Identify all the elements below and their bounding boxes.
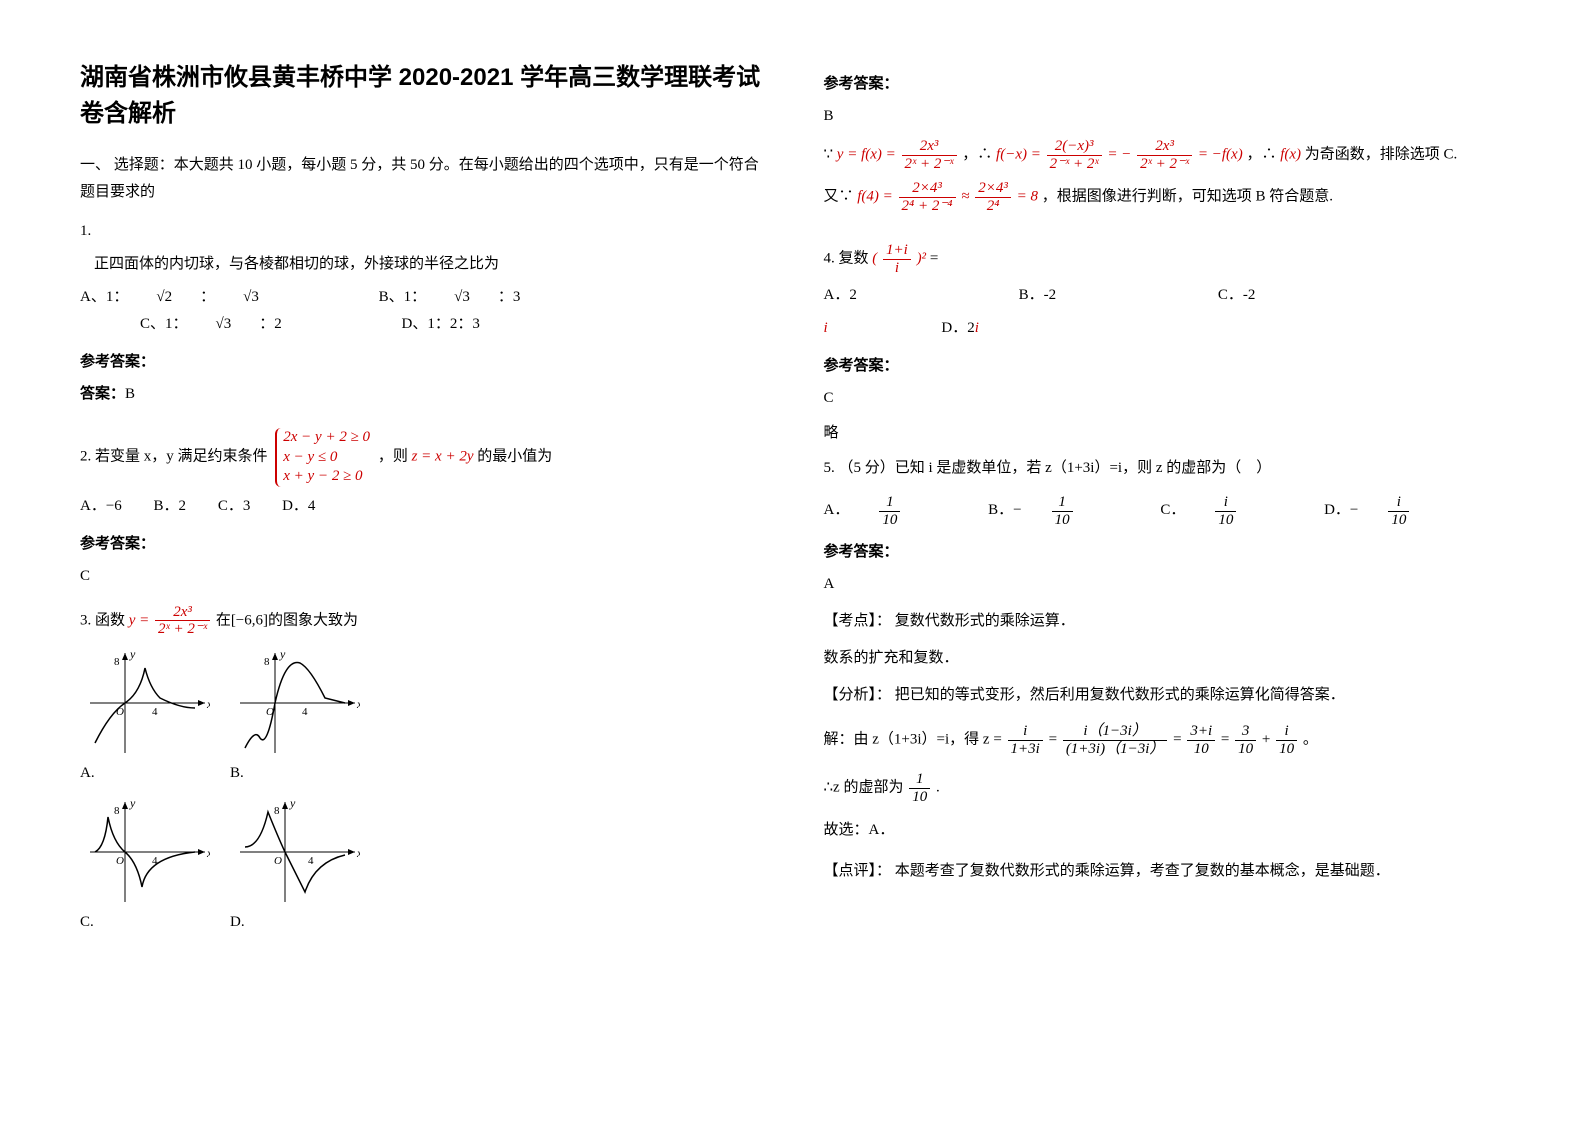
q3-graphs-row2: x y 8 O 4 C. x y 8 O 4 D.	[80, 797, 764, 936]
svg-text:4: 4	[152, 706, 158, 718]
q5-optC: C．i10	[1160, 494, 1292, 528]
page-title: 湖南省株洲市攸县黄丰桥中学 2020-2021 学年高三数学理联考试卷含解析	[80, 60, 764, 132]
q3-graphs-row1: x y 8 O 4 A. x y 8 O 4 B.	[80, 648, 764, 787]
q5-solve: 解：由 z（1+3i）=i，得 z = i1+3i = i（1−3i）(1+3i…	[824, 723, 1508, 757]
q4-answer: C	[824, 385, 1508, 412]
svg-text:y: y	[129, 797, 136, 810]
q3-graph-C: x y 8 O 4 C.	[80, 797, 210, 936]
graph-C-svg: x y 8 O 4	[80, 797, 210, 907]
q3-label-B: B.	[230, 760, 244, 787]
q5-choose: 故选：A．	[824, 817, 1508, 844]
q2-optC: C．3	[218, 493, 251, 520]
q5-options: A．110 B．−110 C．i10 D．−i10	[824, 494, 1508, 528]
graph-A-svg: x y 8 O 4	[80, 648, 210, 758]
q3-explain-line1: ∵ y = f(x) = 2x³2ˣ + 2⁻ˣ ，∴ f(−x) = 2(−x…	[824, 138, 1508, 172]
q5-fenxi: 【分析】： 把已知的等式变形，然后利用复数代数形式的乘除运算化简得答案．	[824, 682, 1508, 709]
svg-text:x: x	[356, 697, 360, 711]
section-description: 一、 选择题：本大题共 10 小题，每小题 5 分，共 50 分。在每小题给出的…	[80, 152, 764, 206]
right-column: 参考答案： B ∵ y = f(x) = 2x³2ˣ + 2⁻ˣ ，∴ f(−x…	[824, 60, 1508, 1062]
svg-text:4: 4	[302, 706, 308, 718]
graph-B-svg: x y 8 O 4	[230, 648, 360, 758]
q3-graph-D: x y 8 O 4 D.	[230, 797, 360, 936]
q2-answer: C	[80, 563, 764, 590]
q3-line: 3. 函数 y = 2x³ 2ˣ + 2⁻ˣ 在[−6,6]的图象大致为	[80, 604, 764, 638]
svg-text:y: y	[289, 797, 296, 810]
q5-text: 5. （5 分）已知 i 是虚数单位，若 z（1+3i）=i，则 z 的虚部为（…	[824, 455, 1508, 482]
q3-graph-A: x y 8 O 4 A.	[80, 648, 210, 787]
q2-line: 2. 若变量 x，y 满足约束条件 2x − y + 2 ≥ 0 x − y ≤…	[80, 428, 764, 487]
svg-text:x: x	[206, 846, 210, 860]
q3-label-D: D.	[230, 909, 245, 936]
svg-text:O: O	[116, 855, 124, 867]
q5-dianping: 【点评】： 本题考查了复数代数形式的乘除运算，考查了复数的基本概念，是基础题．	[824, 858, 1508, 885]
q3-label-C: C.	[80, 909, 94, 936]
q3-ans-label: 参考答案：	[824, 70, 1508, 97]
q3-graph-B: x y 8 O 4 B.	[230, 648, 360, 787]
q2-options: A．−6 B．2 C．3 D．4	[80, 493, 764, 520]
svg-text:x: x	[356, 846, 360, 860]
q3-prefix: 3. 函数	[80, 612, 125, 628]
q2-optA: A．−6	[80, 493, 122, 520]
svg-text:8: 8	[264, 656, 270, 668]
q4-optD: D．2i	[941, 320, 979, 336]
q4-optA: A．2	[824, 282, 857, 309]
q3-label-A: A.	[80, 760, 95, 787]
q5-kaodian: 【考点】： 复数代数形式的乘除运算．	[824, 608, 1508, 635]
q5-answer: A	[824, 571, 1508, 598]
svg-text:y: y	[129, 648, 136, 661]
svg-text:O: O	[274, 855, 282, 867]
q4-ans-label: 参考答案：	[824, 352, 1508, 379]
graph-D-svg: x y 8 O 4	[230, 797, 360, 907]
svg-text:8: 8	[114, 656, 120, 668]
svg-text:8: 8	[114, 805, 120, 817]
q1-answer: 答案：B	[80, 381, 764, 408]
q5-optA: A．110	[824, 494, 957, 528]
svg-text:y: y	[279, 648, 286, 661]
q4-brief: 略	[824, 420, 1508, 447]
q5-imaginary: ∴z 的虚部为 110 .	[824, 771, 1508, 805]
q4-optC: C．-2	[1218, 282, 1284, 309]
q1-text: 正四面体的内切球，与各棱都相切的球，外接球的半径之比为	[94, 251, 764, 278]
q4-optB: B．-2	[1019, 282, 1057, 309]
q1-optC: C、1：√3：2	[140, 311, 310, 338]
q4-options: A．2 B．-2 C．-2	[824, 282, 1508, 309]
q2-ans-label: 参考答案：	[80, 530, 764, 557]
q2-optD: D．4	[282, 493, 315, 520]
q2-constraints: 2x − y + 2 ≥ 0 x − y ≤ 0 x + y − 2 ≥ 0	[275, 428, 370, 487]
q1-optA: A、1：√2：√3	[80, 284, 287, 311]
q1-optB: B、1：√3：3	[379, 284, 549, 311]
q1-optD: D、1：2：3	[402, 311, 480, 338]
q2-optB: B．2	[154, 493, 187, 520]
q5-ans-label: 参考答案：	[824, 538, 1508, 565]
svg-text:x: x	[206, 697, 210, 711]
left-column: 湖南省株洲市攸县黄丰桥中学 2020-2021 学年高三数学理联考试卷含解析 一…	[80, 60, 764, 1062]
q4-options-line2: i D．2i	[824, 315, 1508, 342]
q3-suffix: 在[−6,6]的图象大致为	[216, 612, 358, 628]
q1-number: 1.	[80, 218, 764, 245]
q5-optD: D．−i10	[1324, 494, 1465, 528]
q3-yeq: y =	[129, 612, 150, 628]
q2-zexpr: z = x + 2y	[412, 449, 474, 465]
q3-frac: 2x³ 2ˣ + 2⁻ˣ	[155, 604, 210, 638]
q3-explain-line2: 又∵ f(4) = 2×4³2⁴ + 2⁻⁴ ≈ 2×4³2⁴ = 8 ，根据图…	[824, 180, 1508, 214]
q2-suffix: ，则	[378, 449, 408, 465]
q5-topic: 数系的扩充和复数．	[824, 645, 1508, 672]
q4-line: 4. 复数 ( 1+ii )² =	[824, 242, 1508, 276]
svg-text:4: 4	[308, 855, 314, 867]
q2-prefix: 2. 若变量 x，y 满足约束条件	[80, 449, 268, 465]
svg-text:8: 8	[274, 805, 280, 817]
q3-answer: B	[824, 103, 1508, 130]
q1-ans-label: 参考答案：	[80, 348, 764, 375]
q5-optB: B．−110	[988, 494, 1128, 528]
q1-options: A、1：√2：√3 B、1：√3：3 C、1：√3：2 D、1：2：3	[80, 284, 764, 338]
q2-suffix2: 的最小值为	[477, 449, 552, 465]
